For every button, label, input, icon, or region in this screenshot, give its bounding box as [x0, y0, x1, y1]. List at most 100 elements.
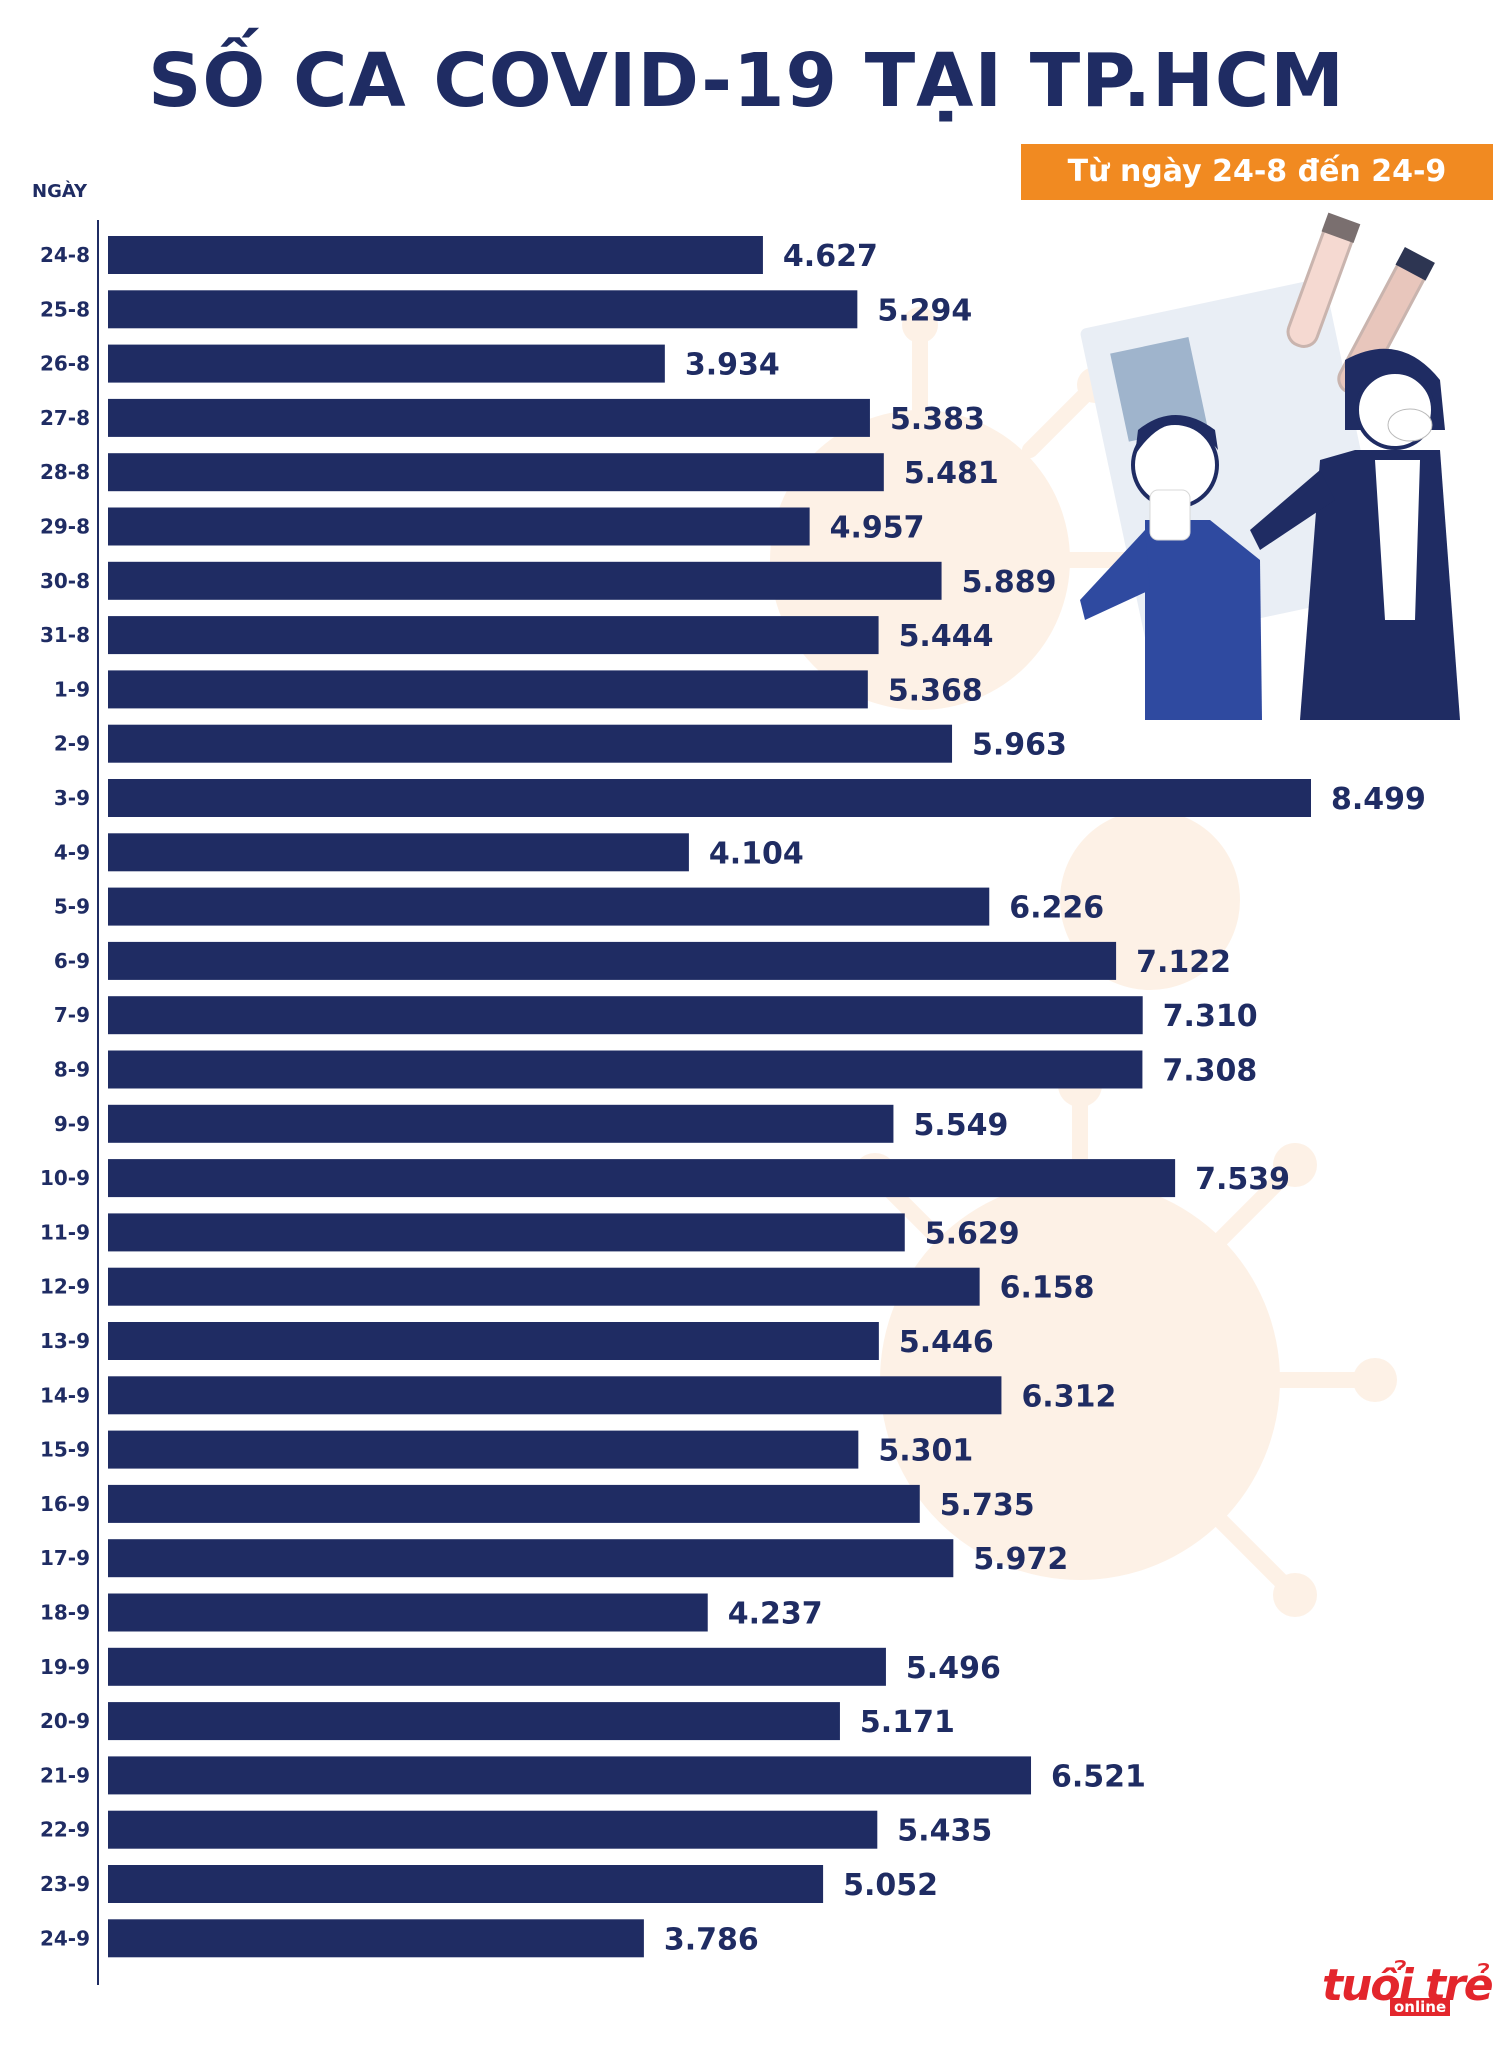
day-label: 14-9: [40, 1383, 90, 1407]
bar-24-8: [108, 236, 763, 274]
value-label: 5.972: [973, 1542, 1068, 1577]
bar-15-9: [108, 1430, 859, 1469]
day-label: 16-9: [40, 1492, 90, 1516]
bar-21-9: [108, 1756, 1032, 1795]
day-label: 7-9: [54, 1003, 90, 1027]
day-label: 12-9: [40, 1275, 90, 1299]
day-label: 5-9: [54, 895, 90, 919]
day-label: 1-9: [54, 677, 90, 701]
day-label: 21-9: [40, 1763, 90, 1787]
value-label: 5.481: [904, 456, 999, 491]
value-label: 5.444: [899, 619, 994, 654]
value-label: 3.934: [685, 348, 780, 383]
value-label: 4.957: [830, 511, 925, 546]
test-tube-icon: [1286, 212, 1361, 348]
bar-14-9: [108, 1376, 1002, 1415]
value-label: 5.052: [843, 1868, 938, 1903]
bar-23-9: [108, 1865, 824, 1903]
value-label: 5.301: [878, 1434, 973, 1469]
bar-1-9: [108, 670, 868, 709]
bar-31-8: [108, 616, 879, 655]
value-label: 4.627: [783, 239, 878, 274]
bar-28-8: [108, 453, 884, 492]
bar-25-8: [108, 290, 858, 329]
tuoi-tre-logo: tuổi trẻ online: [1322, 1960, 1493, 2016]
bar-12-9: [108, 1267, 980, 1306]
bar-13-9: [108, 1322, 879, 1360]
bar-5-9: [108, 887, 990, 926]
day-label: 2-9: [54, 732, 90, 756]
value-label: 5.435: [897, 1814, 992, 1849]
day-label: 18-9: [40, 1601, 90, 1625]
day-label: 4-9: [54, 840, 90, 864]
bar-20-9: [108, 1702, 840, 1741]
day-label: 3-9: [54, 786, 90, 810]
day-label: 25-8: [40, 297, 90, 321]
logo-sub-text: online: [1390, 1998, 1451, 2016]
bar-10-9: [108, 1159, 1176, 1198]
day-label: 22-9: [40, 1818, 90, 1842]
bar-30-8: [108, 561, 942, 600]
date-range-badge: Từ ngày 24-8 đến 24-9: [1021, 144, 1493, 200]
bar-8-9: [108, 1050, 1143, 1089]
value-label: 5.629: [925, 1216, 1020, 1251]
bar-18-9: [108, 1593, 708, 1632]
bar-24-9: [108, 1919, 644, 1958]
day-label: 23-9: [40, 1872, 90, 1896]
day-label: 24-9: [40, 1926, 90, 1950]
day-label: 9-9: [54, 1112, 90, 1136]
day-label: 6-9: [54, 949, 90, 973]
day-label: 26-8: [40, 352, 90, 376]
bar-9-9: [108, 1104, 894, 1143]
day-label: 30-8: [40, 569, 90, 593]
day-label: 20-9: [40, 1709, 90, 1733]
bar-19-9: [108, 1647, 886, 1686]
day-label: 24-8: [40, 243, 90, 267]
value-label: 7.122: [1136, 945, 1231, 980]
bar-2-9: [108, 724, 953, 763]
bar-7-9: [108, 996, 1143, 1035]
value-label: 6.312: [1021, 1379, 1116, 1414]
day-label: 15-9: [40, 1438, 90, 1462]
bar-16-9: [108, 1484, 920, 1523]
value-label: 5.383: [890, 402, 985, 437]
value-label: 4.104: [709, 836, 804, 871]
bar-17-9: [108, 1539, 954, 1578]
value-label: 5.549: [913, 1108, 1008, 1143]
day-label: 31-8: [40, 623, 90, 647]
bar-26-8: [108, 344, 665, 383]
value-label: 7.308: [1162, 1054, 1257, 1089]
day-label: 8-9: [54, 1058, 90, 1082]
value-label: 5.446: [899, 1325, 994, 1360]
bar-29-8: [108, 507, 810, 546]
value-label: 5.294: [877, 293, 972, 328]
bar-22-9: [108, 1810, 878, 1849]
bar-6-9: [108, 941, 1117, 980]
day-label: 13-9: [40, 1329, 90, 1353]
value-label: 3.786: [664, 1922, 759, 1957]
bar-3-9: [108, 779, 1311, 817]
value-label: 8.499: [1331, 782, 1426, 817]
value-label: 7.310: [1163, 999, 1258, 1034]
man-coughing-icon: [1080, 415, 1262, 720]
bar-4-9: [108, 833, 689, 872]
value-label: 6.158: [1000, 1271, 1095, 1306]
day-label: 10-9: [40, 1166, 90, 1190]
value-label: 4.237: [728, 1597, 823, 1632]
y-axis-line: [97, 220, 99, 1985]
day-label: 19-9: [40, 1655, 90, 1679]
value-label: 5.889: [962, 565, 1057, 600]
value-label: 5.963: [972, 728, 1067, 763]
value-label: 5.368: [888, 673, 983, 708]
bar-27-8: [108, 398, 870, 437]
day-label: 11-9: [40, 1220, 90, 1244]
day-label: 17-9: [40, 1546, 90, 1570]
value-label: 6.226: [1009, 891, 1104, 926]
day-label: 28-8: [40, 460, 90, 484]
day-label: 27-8: [40, 406, 90, 430]
value-label: 7.539: [1195, 1162, 1290, 1197]
woman-coughing-icon: [1250, 348, 1460, 720]
value-label: 5.171: [860, 1705, 955, 1740]
